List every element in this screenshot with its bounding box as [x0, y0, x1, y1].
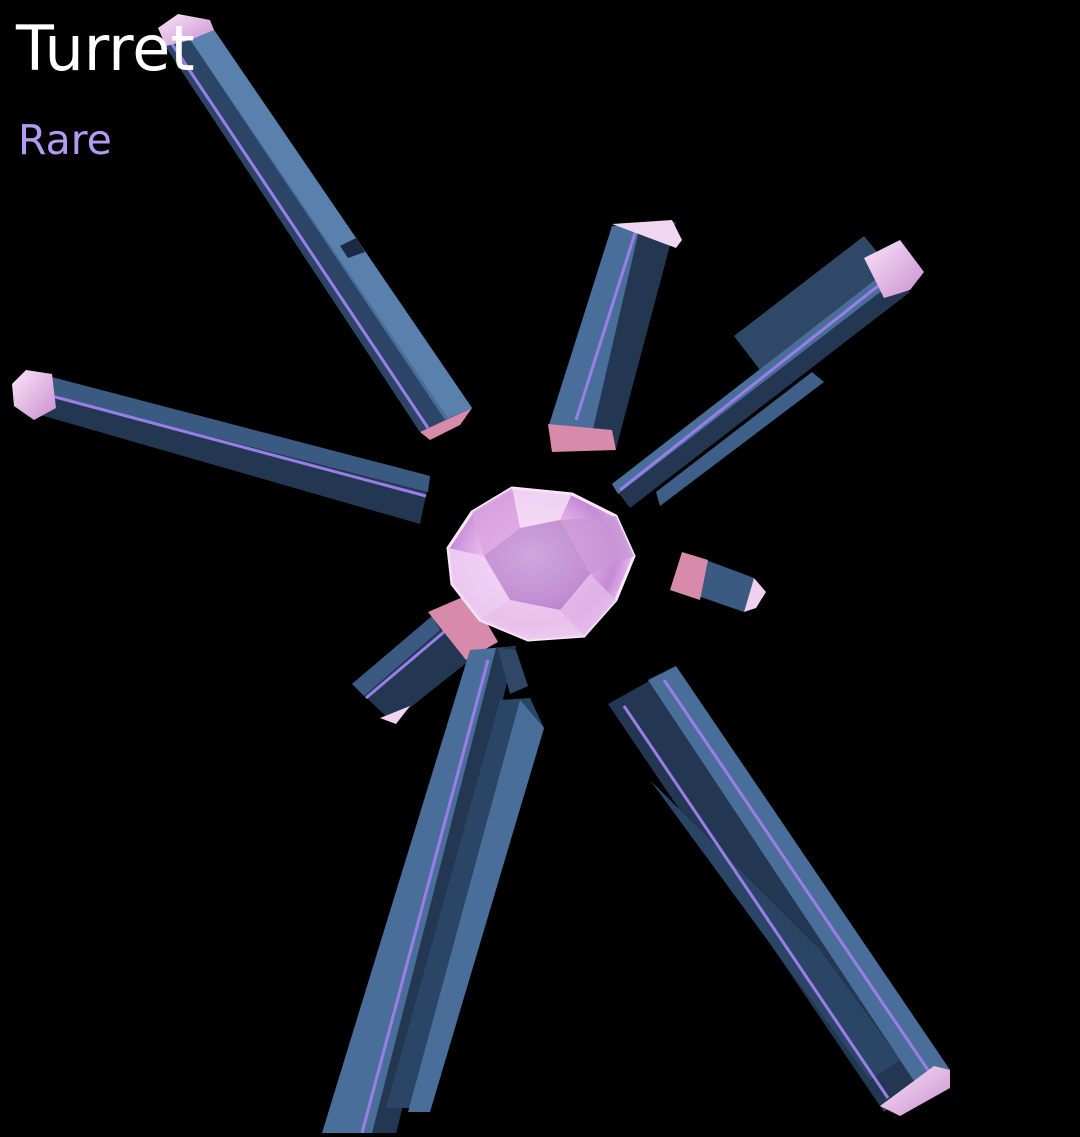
crystal-tip — [744, 578, 766, 612]
turret-rod — [352, 594, 498, 724]
turret-rod — [158, 14, 472, 440]
crystal-tip — [12, 370, 56, 420]
item-rarity-label: Rare — [18, 116, 112, 164]
turret-rod — [670, 552, 766, 612]
turret-rod — [548, 220, 682, 452]
rod-end-cap — [420, 408, 472, 440]
item-name: Turret — [16, 12, 195, 85]
crystal-tip — [158, 14, 214, 46]
crystal-tip — [380, 706, 410, 724]
crystal-core-icon — [446, 486, 636, 642]
turret-rod — [608, 666, 950, 1116]
turret-rod — [12, 370, 430, 524]
rod-end-cap — [670, 552, 708, 600]
turret-rod — [612, 236, 924, 508]
turret-rod — [322, 646, 544, 1134]
crystal-tip — [880, 1066, 950, 1116]
crystal-tip — [864, 240, 924, 298]
rod-end-cap — [548, 424, 616, 452]
rod-end-cap — [428, 594, 498, 660]
crystal-tip — [612, 220, 682, 248]
